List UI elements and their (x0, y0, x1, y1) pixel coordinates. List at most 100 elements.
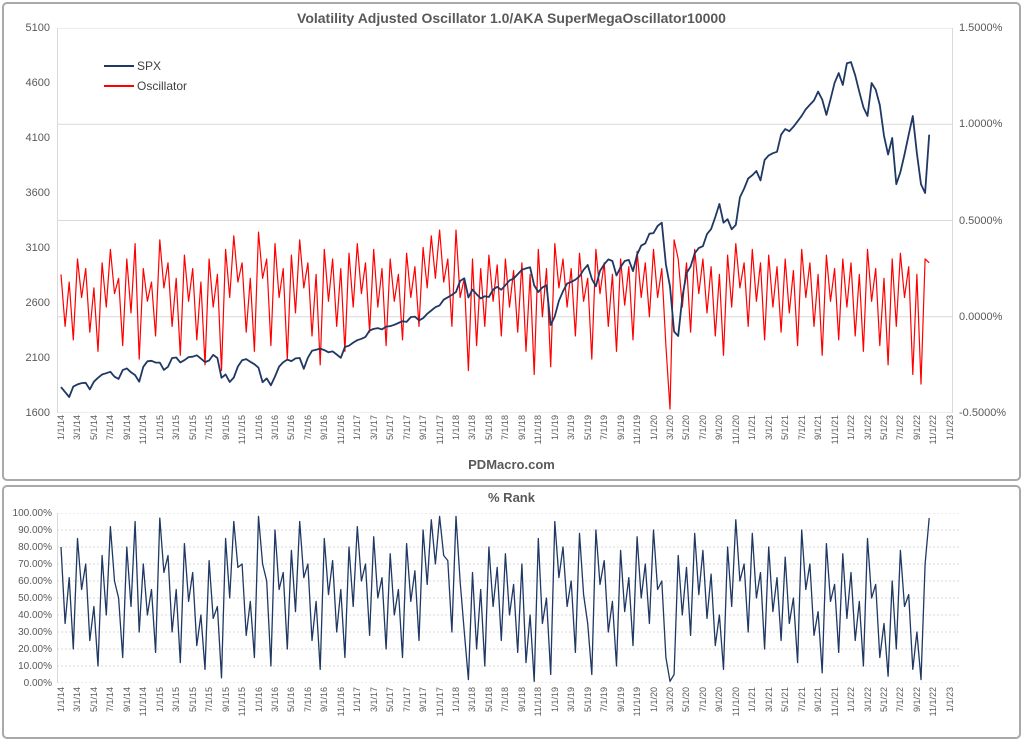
x-axis-tick-label: 1/1/15 (154, 415, 165, 441)
x-axis-tick-label: 11/1/20 (730, 687, 741, 717)
rank-axis-tick-label: 80.00% (18, 542, 52, 553)
bottom-chart-panel: % Rank 100.00% 90.00% 80.00% 70.00% 60.00% 50… (2, 485, 1021, 739)
legend-label-oscillator: Oscillator (137, 79, 188, 93)
x-axis-tick-label: 7/1/19 (599, 415, 610, 441)
x-axis-tick-label: 5/1/14 (88, 415, 99, 441)
x-axis-tick-label: 3/1/17 (368, 687, 379, 713)
legend-item-oscillator: Oscillator (104, 76, 187, 96)
rank-series-line (60, 515, 930, 682)
left-axis-tick-label: 4600 (25, 77, 50, 89)
left-axis-tick-label: 2100 (25, 352, 50, 364)
right-axis-tick-label: 1.0000% (959, 118, 1003, 131)
x-axis-tick-label: 11/1/21 (829, 687, 840, 717)
x-axis-tick-label: 11/1/15 (237, 415, 248, 445)
x-axis-tick-label: 5/1/16 (286, 687, 297, 713)
x-axis-tick-label: 1/1/17 (352, 415, 363, 441)
top-chart-canvas (57, 28, 953, 413)
x-axis-tick-label: 9/1/15 (220, 687, 231, 713)
left-axis-tick-label: 3100 (25, 242, 50, 254)
x-axis-tick-label: 7/1/17 (401, 415, 412, 441)
x-axis-tick-label: 9/1/20 (714, 415, 725, 441)
top-plot-area (57, 28, 953, 413)
spx-line-icon (104, 65, 134, 67)
x-axis-tick-label: 1/1/21 (747, 415, 758, 441)
x-axis-tick-label: 9/1/19 (615, 687, 626, 713)
x-axis-tick-label: 3/1/19 (566, 415, 577, 441)
x-axis-tick-label: 7/1/14 (105, 687, 116, 713)
oscillator-line-icon (104, 85, 134, 87)
rank-axis-tick-label: 100.00% (12, 508, 52, 519)
x-axis-tick-label: 3/1/21 (763, 415, 774, 441)
x-axis-tick-label: 1/1/17 (352, 687, 363, 713)
oscillator-series-line (60, 229, 930, 410)
rank-axis-tick-label: 20.00% (18, 644, 52, 655)
x-axis-tick-label: 3/1/21 (763, 687, 774, 713)
x-axis-tick-label: 1/1/21 (747, 687, 758, 713)
x-axis-tick-label: 1/1/18 (451, 687, 462, 713)
x-axis-tick-label: 1/1/20 (648, 415, 659, 441)
x-axis-tick-label: 11/1/19 (632, 687, 643, 717)
x-axis-tick-label: 3/1/14 (72, 687, 83, 713)
x-axis-tick-label: 11/1/16 (335, 415, 346, 445)
x-axis-tick-label: 7/1/14 (105, 415, 116, 441)
x-axis-tick-label: 7/1/15 (204, 415, 215, 441)
x-axis-tick-label: 5/1/21 (780, 415, 791, 441)
left-axis-tick-label: 2600 (25, 297, 50, 309)
rank-axis-tick-label: 30.00% (18, 627, 52, 638)
x-axis-tick-label: 1/1/22 (846, 687, 857, 713)
x-axis-tick-label: 1/1/14 (56, 415, 66, 441)
x-axis-tick-label: 3/1/15 (171, 687, 182, 713)
x-axis-tick-label: 1/1/16 (253, 415, 264, 441)
x-axis-tick-label: 5/1/21 (780, 687, 791, 713)
x-axis-tick-label: 5/1/17 (385, 415, 396, 441)
x-axis-tick-label: 9/1/22 (911, 415, 922, 441)
x-axis-tick-label: 1/1/18 (451, 415, 462, 441)
x-axis-tick-label: 7/1/16 (302, 415, 313, 441)
left-axis-tick-label: 3600 (25, 187, 50, 199)
x-axis-tick-label: 9/1/17 (418, 415, 429, 441)
x-axis-tick-label: 11/1/18 (533, 415, 544, 445)
x-axis-tick-label: 9/1/15 (220, 415, 231, 441)
x-axis-tick-label: 1/1/22 (846, 415, 857, 441)
x-axis-tick-label: 7/1/22 (895, 687, 906, 713)
x-axis-tick-label: 5/1/16 (286, 415, 297, 441)
x-axis-tick-label: 11/1/15 (237, 687, 248, 717)
x-axis-tick-label: 5/1/20 (681, 687, 692, 713)
right-axis-tick-label: -0.5000% (959, 407, 1007, 419)
x-axis-tick-label: 3/1/20 (664, 415, 675, 441)
x-axis-tick-label: 5/1/22 (878, 415, 889, 441)
x-axis-tick-label: 1/1/15 (154, 687, 165, 713)
bottom-chart-canvas (57, 513, 960, 683)
x-axis-tick-label: 1/1/20 (648, 687, 659, 713)
x-axis-tick-label: 5/1/19 (582, 687, 593, 713)
left-axis-tick-label: 5100 (25, 22, 50, 34)
x-axis-tick-label: 9/1/16 (319, 415, 330, 441)
x-axis-tick-label: 1/1/23 (944, 687, 955, 713)
x-axis-tick-label: 5/1/17 (385, 687, 396, 713)
right-axis-tick-label: 0.0000% (959, 310, 1003, 323)
x-axis-tick-label: 7/1/20 (697, 415, 708, 441)
x-axis-tick-label: 9/1/18 (516, 415, 527, 441)
x-axis-tick-label: 5/1/18 (483, 415, 494, 441)
x-axis-tick-label: 1/1/23 (944, 415, 955, 441)
x-axis-tick-label: 5/1/22 (878, 687, 889, 713)
x-axis-tick-label: 3/1/22 (862, 415, 873, 441)
top-chart-title: Volatility Adjusted Oscillator 1.0/AKA S… (297, 10, 726, 26)
x-axis-tick-label: 3/1/16 (269, 687, 280, 713)
x-axis-tick-label: 11/1/17 (434, 415, 445, 445)
right-axis-tick-label: 1.5000% (959, 22, 1003, 34)
x-axis-tick-label: 9/1/14 (121, 415, 132, 441)
x-axis-tick-label: 11/1/17 (434, 687, 445, 717)
x-axis-tick-label: 9/1/20 (714, 687, 725, 713)
x-axis-tick-label: 7/1/17 (401, 687, 412, 713)
x-axis-tick-label: 7/1/16 (302, 687, 313, 713)
x-axis-tick-label: 9/1/19 (615, 415, 626, 441)
legend-item-spx: SPX (104, 56, 187, 76)
x-axis-tick-label: 3/1/19 (566, 687, 577, 713)
x-axis-tick-label: 9/1/16 (319, 687, 330, 713)
rank-axis-tick-label: 10.00% (18, 661, 52, 672)
rank-axis-tick-label: 90.00% (18, 525, 52, 536)
x-axis-tick-label: 11/1/14 (138, 415, 149, 445)
x-axis-tick-label: 11/1/16 (335, 687, 346, 717)
x-axis-tick-label: 9/1/17 (418, 687, 429, 713)
